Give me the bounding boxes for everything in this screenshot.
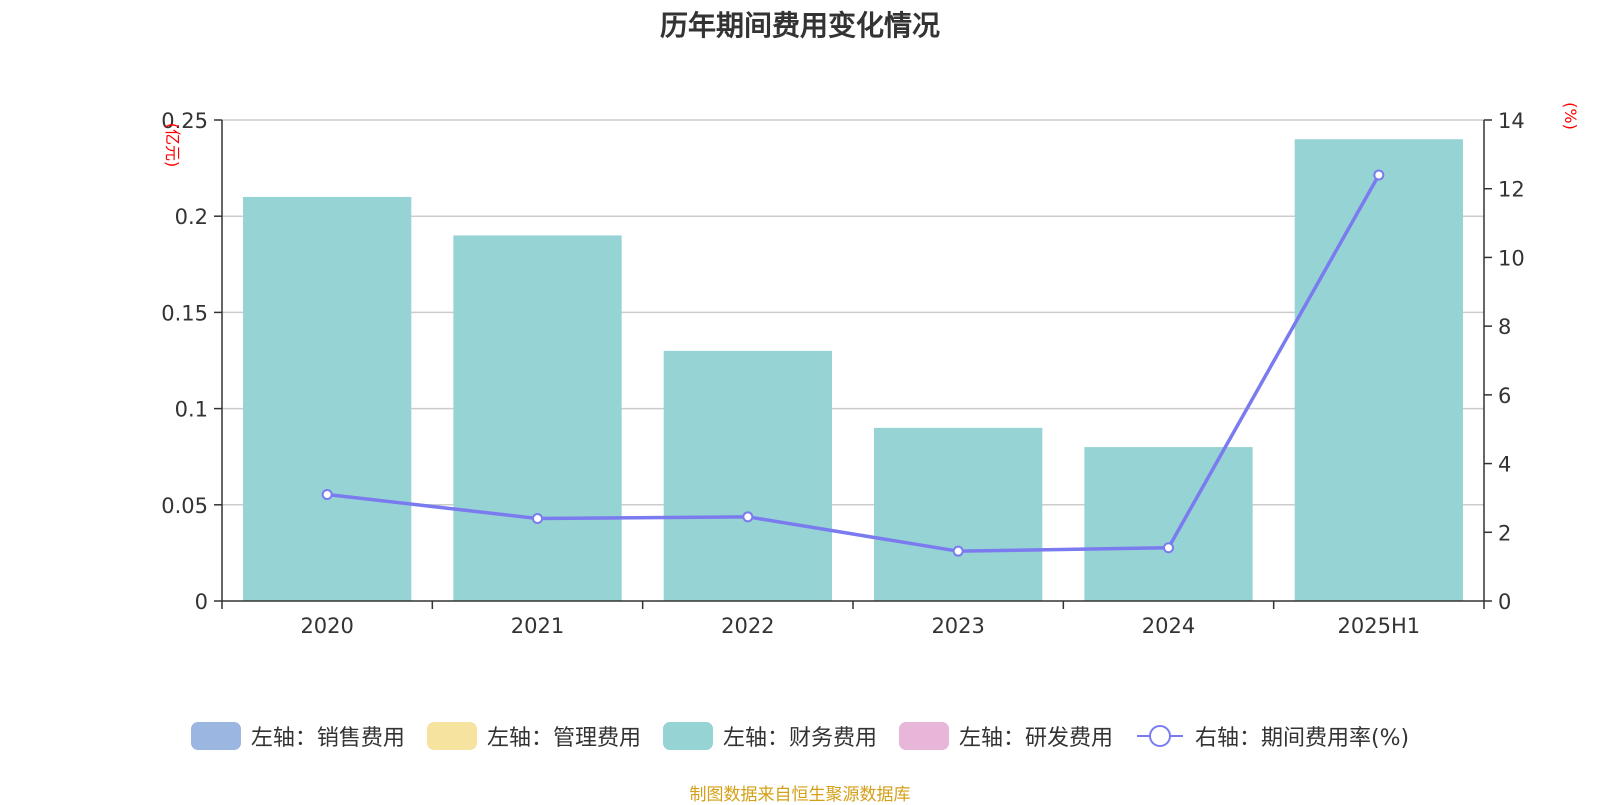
left-tick-label: 0 bbox=[195, 590, 208, 614]
legend-label-rd: 左轴：研发费用 bbox=[958, 726, 1113, 751]
expense-rate-line bbox=[326, 174, 1381, 553]
line-series bbox=[321, 169, 1385, 557]
right-tick-label: 6 bbox=[1498, 384, 1511, 408]
right-tick-label: 12 bbox=[1498, 178, 1525, 202]
left-tick-label: 0.25 bbox=[161, 109, 208, 133]
legend-swatch-admin bbox=[426, 722, 477, 750]
left-tick-label: 0.15 bbox=[161, 301, 208, 325]
expense-rate-point-2020 bbox=[321, 488, 333, 500]
legend-swatch-rd bbox=[898, 722, 949, 750]
expense-rate-point-2022 bbox=[742, 511, 754, 523]
x-tick-label: 2025H1 bbox=[1338, 614, 1421, 638]
chart-plot: 0 0.05 0.1 0.15 0.2 0.25 0 2 4 6 8 10 12 14 2020 2021 20… bbox=[161, 102, 1580, 638]
legend-swatch-sales bbox=[190, 722, 241, 750]
bar-2021 bbox=[453, 235, 622, 601]
legend-item-rd[interactable]: 左轴：研发费用 bbox=[898, 720, 1113, 752]
right-tick-label: 10 bbox=[1498, 246, 1525, 270]
legend-item-admin[interactable]: 左轴：管理费用 bbox=[426, 720, 641, 752]
bar-2024 bbox=[1084, 447, 1253, 601]
right-tick-label: 2 bbox=[1498, 521, 1511, 545]
axis-labels: 0 0.05 0.1 0.15 0.2 0.25 0 2 4 6 8 10 12 14 2020 2021 20… bbox=[161, 102, 1580, 638]
legend-line-marker-icon bbox=[1136, 725, 1183, 747]
right-tick-label: 8 bbox=[1498, 315, 1511, 339]
legend-item-finance[interactable]: 左轴：财务费用 bbox=[662, 720, 877, 752]
bar-2020 bbox=[243, 196, 412, 601]
chart-title: 历年期间费用变化情况 bbox=[659, 9, 940, 42]
expense-rate-point-2024 bbox=[1163, 542, 1174, 554]
x-tick-label: 2022 bbox=[721, 614, 774, 638]
expense-rate-point-2021 bbox=[532, 513, 543, 525]
left-tick-label: 0.2 bbox=[175, 205, 208, 229]
expense-rate-point-2025H1 bbox=[1373, 169, 1385, 181]
x-tick-label: 2020 bbox=[300, 614, 353, 638]
left-axis-unit-label: (亿元) bbox=[163, 123, 182, 168]
legend-item-sales[interactable]: 左轴：销售费用 bbox=[190, 720, 405, 752]
legend-item-expense-rate[interactable]: 右轴：期间费用率(%) bbox=[1135, 720, 1409, 752]
legend: 左轴：销售费用 左轴：管理费用 左轴：财务费用 左轴：研发费用 右轴：期间费用率… bbox=[0, 720, 1600, 752]
x-tick-label: 2024 bbox=[1142, 614, 1195, 638]
left-tick-label: 0.1 bbox=[175, 398, 208, 422]
left-tick-label: 0.05 bbox=[161, 494, 208, 518]
right-tick-label: 14 bbox=[1498, 109, 1525, 133]
expense-rate-point-2023 bbox=[952, 545, 964, 557]
right-tick-label: 4 bbox=[1498, 453, 1511, 477]
legend-label-expense-rate: 右轴：期间费用率(%) bbox=[1194, 726, 1410, 751]
bar-2023 bbox=[874, 427, 1043, 601]
right-axis-unit-label: (%) bbox=[1561, 102, 1580, 130]
bar-2025H1 bbox=[1294, 139, 1463, 602]
axes bbox=[214, 119, 1492, 609]
legend-swatch-finance bbox=[662, 722, 713, 750]
x-tick-label: 2023 bbox=[931, 614, 984, 638]
x-tick-label: 2021 bbox=[511, 614, 564, 638]
legend-label-finance: 左轴：财务费用 bbox=[722, 726, 877, 751]
bar-series bbox=[243, 139, 1463, 602]
legend-label-sales: 左轴：销售费用 bbox=[250, 726, 405, 751]
source-footer: 制图数据来自恒生聚源数据库 bbox=[689, 785, 911, 805]
bar-2022 bbox=[663, 350, 832, 601]
right-tick-label: 0 bbox=[1498, 590, 1511, 614]
legend-label-admin: 左轴：管理费用 bbox=[486, 726, 641, 751]
